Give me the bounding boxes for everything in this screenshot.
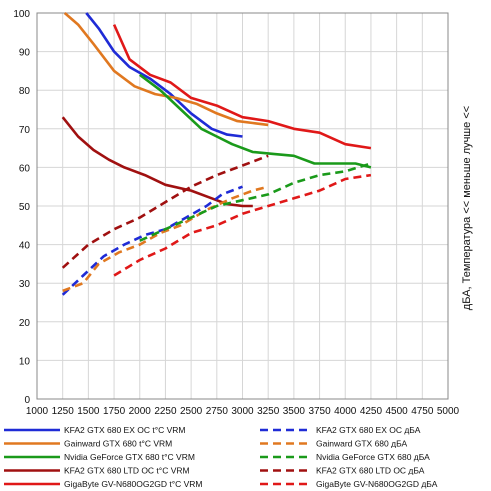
y-tick-label: 90 [19,48,31,59]
legend-label: Gainward GTX 680 дБА [316,439,407,449]
x-tick-label: 1750 [103,406,126,417]
x-tick-label: 1500 [77,406,100,417]
x-tick-label: 4750 [411,406,434,417]
y-tick-label: 0 [24,395,30,406]
series-line-7: Nvidia GeForce GTX 680 дБА [139,162,372,242]
x-tick-label: 4000 [334,406,357,417]
series-line-9: GigaByte GV-N680OG2GD дБА [113,173,372,277]
x-tick-label: 3500 [283,406,306,417]
legend-label: KFA2 GTX 680 LTD OC дБА [316,466,425,476]
y-tick-label: 40 [19,241,31,252]
series-line-2: Nvidia GeForce GTX 680 t°C VRM [139,73,372,169]
legend-label: Gainward GTX 680 t°C VRM [64,439,172,449]
x-tick-label: 4500 [386,406,409,417]
legend-label: KFA2 GTX 680 LTD OC t°C VRM [64,466,190,476]
y-tick-label: 60 [19,163,31,174]
x-axis-ticks: 1000 1250 1500 1750 2000 2250 2500 2750 3000 3250… [26,406,460,417]
x-tick-label: 2750 [206,406,229,417]
y-tick-label: 30 [19,279,31,290]
x-tick-label: 3000 [231,406,254,417]
y-tick-label: 10 [19,356,31,367]
y-axis-label: дБА, Температура << меньше лучше << [461,106,473,310]
x-tick-label: 3250 [257,406,280,417]
plot-frame [36,12,449,400]
y-tick-label: 20 [19,318,31,329]
series-line-5: KFA2 GTX 680 EX OC дБА [61,185,243,296]
x-tick-label: 3750 [308,406,331,417]
legend: KFA2 GTX 680 EX OC t°C VRM Gainward GTX 6… [4,425,438,489]
series-line-8: KFA2 GTX 680 LTD OC дБА [61,154,269,269]
legend-label: KFA2 GTX 680 EX OC t°C VRM [64,425,186,435]
y-tick-label: 80 [19,86,31,97]
x-tick-label: 1000 [26,406,49,417]
x-tick-label: 2250 [154,406,177,417]
series-line-0: KFA2 GTX 680 EX OC t°C VRM [85,12,243,138]
legend-label: KFA2 GTX 680 EX OC дБА [316,425,421,435]
y-axis-ticks: 0 10 20 30 40 50 60 70 80 90 100 [13,9,30,406]
y-tick-label: 70 [19,125,31,136]
legend-label: Nvidia GeForce GTX 680 дБА [316,452,430,462]
legend-label: GigaByte GV-N680OG2GD дБА [316,479,438,489]
legend-label: Nvidia GeForce GTX 680 t°C VRM [64,452,195,462]
x-tick-label: 5000 [437,406,460,417]
x-tick-label: 1250 [52,406,75,417]
legend-label: GigaByte GV-N680OG2GD t°C VRM [64,479,203,489]
y-tick-label: 50 [19,202,31,213]
x-tick-label: 2000 [129,406,152,417]
x-tick-label: 4250 [360,406,383,417]
x-tick-label: 2500 [180,406,203,417]
axes [36,12,449,400]
y-tick-label: 100 [13,9,30,20]
series-line-4: GigaByte GV-N680OG2GD t°C VRM [112,24,372,150]
